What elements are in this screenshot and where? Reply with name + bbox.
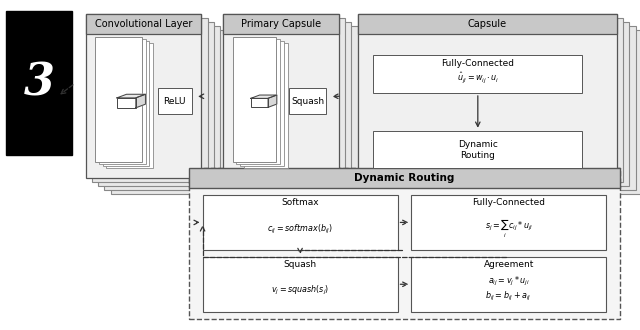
Bar: [86, 15, 202, 34]
Text: $s_j = \sum_i c_{ij} * u_{ji}$: $s_j = \sum_i c_{ij} * u_{ji}$: [484, 218, 533, 240]
Bar: [370, 22, 629, 186]
Bar: [106, 43, 153, 168]
Bar: [236, 39, 280, 164]
Bar: [111, 30, 227, 194]
Bar: [376, 26, 636, 190]
Text: Softmax: Softmax: [281, 198, 319, 207]
Text: Fully-Connected: Fully-Connected: [442, 59, 515, 68]
Bar: [373, 55, 582, 93]
Bar: [412, 195, 606, 250]
Text: Squash: Squash: [291, 97, 324, 106]
Text: Convolutional Layer: Convolutional Layer: [95, 19, 192, 29]
Text: Squash: Squash: [284, 260, 317, 269]
Bar: [242, 26, 358, 190]
Text: $c_{ij} = softmax(b_{ij})$: $c_{ij} = softmax(b_{ij})$: [267, 222, 333, 236]
Bar: [251, 98, 268, 107]
Bar: [104, 26, 220, 190]
Bar: [92, 18, 207, 182]
Text: Dynamic Routing: Dynamic Routing: [354, 173, 454, 183]
Bar: [99, 39, 146, 164]
Text: Capsule: Capsule: [468, 19, 507, 29]
Bar: [364, 18, 623, 182]
Bar: [373, 131, 582, 168]
Bar: [189, 168, 620, 188]
Text: Agreement: Agreement: [484, 260, 534, 269]
Polygon shape: [136, 94, 145, 108]
Bar: [98, 22, 214, 186]
Bar: [358, 15, 617, 178]
Bar: [189, 168, 620, 319]
Bar: [236, 22, 351, 186]
Bar: [240, 41, 284, 166]
Bar: [383, 30, 640, 194]
Bar: [289, 88, 326, 114]
Text: $a_{ij} = v_j * u_{ji}$: $a_{ij} = v_j * u_{ji}$: [488, 275, 530, 288]
Bar: [6, 11, 72, 155]
Bar: [223, 15, 339, 178]
Bar: [102, 41, 150, 166]
Bar: [117, 98, 136, 108]
Text: ReLU: ReLU: [164, 97, 186, 106]
Bar: [86, 15, 202, 178]
Bar: [244, 43, 287, 168]
Bar: [232, 37, 276, 162]
Bar: [230, 18, 345, 182]
Bar: [157, 88, 192, 114]
Text: $\hat{u}_{ji} = w_{ij} \cdot u_i$: $\hat{u}_{ji} = w_{ij} \cdot u_i$: [456, 71, 499, 85]
Text: Primary Capsule: Primary Capsule: [241, 19, 321, 29]
Text: Fully-Connected: Fully-Connected: [472, 198, 545, 207]
Text: $v_j = squash(s_j)$: $v_j = squash(s_j)$: [271, 284, 329, 297]
Text: Dynamic: Dynamic: [458, 140, 498, 149]
Bar: [358, 15, 617, 34]
Bar: [223, 15, 339, 34]
Text: 3: 3: [24, 62, 54, 105]
Bar: [203, 195, 397, 250]
Bar: [95, 37, 142, 162]
Bar: [412, 257, 606, 312]
Bar: [203, 257, 397, 312]
Polygon shape: [117, 94, 145, 98]
Text: Routing: Routing: [460, 151, 495, 160]
Polygon shape: [268, 95, 276, 107]
Text: $b_{ij} = b_{ij} + a_{ij}$: $b_{ij} = b_{ij} + a_{ij}$: [486, 290, 532, 303]
Polygon shape: [251, 95, 276, 98]
Bar: [248, 30, 364, 194]
